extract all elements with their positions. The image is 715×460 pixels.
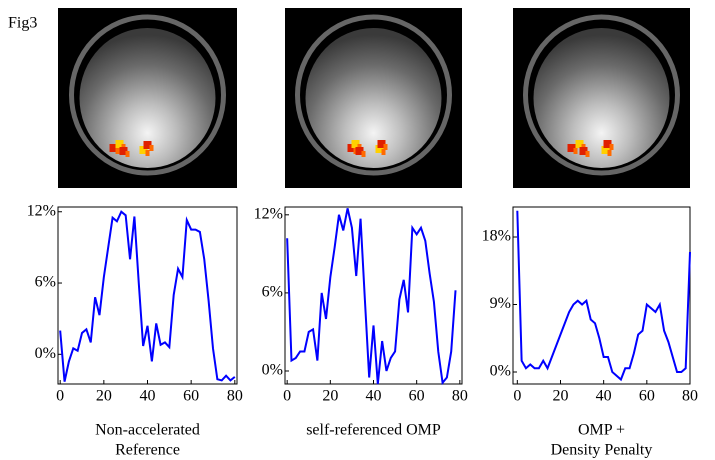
- x-tick-label: 0: [56, 388, 64, 405]
- x-tick-label: 60: [409, 388, 425, 405]
- y-tick-label: 12%: [27, 202, 56, 219]
- y-tick-label: 6%: [35, 274, 56, 291]
- x-tick-label: 60: [639, 388, 655, 405]
- activation: [567, 144, 576, 152]
- plot-frame: [57, 206, 238, 385]
- activation: [575, 140, 584, 148]
- brain-image: [285, 8, 462, 188]
- plot-frame: [512, 206, 691, 385]
- x-tick-label: 60: [183, 388, 199, 405]
- x-tick-label: 20: [552, 388, 568, 405]
- x-tick-label: 0: [513, 388, 521, 405]
- activation: [351, 140, 360, 148]
- y-tick-label: 0%: [490, 363, 511, 380]
- activation: [585, 151, 590, 157]
- activation: [109, 144, 118, 152]
- activation: [381, 149, 386, 155]
- brain-tissue: [305, 28, 442, 168]
- activation: [607, 150, 612, 156]
- x-tick-label: 20: [322, 388, 338, 405]
- x-tick-label: 80: [452, 388, 468, 405]
- x-tick-label: 40: [596, 388, 612, 405]
- activation: [579, 147, 588, 155]
- caption: self-referenced OMP: [306, 422, 441, 439]
- caption: Reference: [115, 442, 180, 459]
- activation: [143, 141, 152, 149]
- x-tick-label: 80: [682, 388, 698, 405]
- skull-ring: [69, 14, 226, 176]
- x-tick-label: 40: [366, 388, 382, 405]
- y-tick-label: 0%: [35, 345, 56, 362]
- plot-frame: [284, 206, 463, 385]
- activation: [125, 151, 130, 157]
- caption: Non-accelerated: [95, 422, 200, 439]
- activation: [115, 140, 124, 148]
- activation: [115, 148, 120, 154]
- activation: [603, 140, 612, 148]
- brain-tissue: [533, 28, 670, 168]
- activation: [601, 146, 610, 154]
- y-tick-label: 0%: [262, 362, 283, 379]
- activation: [361, 151, 366, 157]
- activation: [573, 148, 578, 154]
- activation: [119, 147, 128, 155]
- caption: OMP +: [578, 422, 625, 439]
- y-tick-label: 6%: [262, 284, 283, 301]
- activation: [139, 146, 148, 154]
- activation: [145, 150, 150, 156]
- data-line: [286, 208, 457, 386]
- x-tick-label: 0: [283, 388, 291, 405]
- figure-label: Fig3: [8, 15, 37, 32]
- x-tick-label: 40: [140, 388, 156, 405]
- activation: [375, 145, 384, 153]
- data-line: [516, 210, 691, 382]
- brain-image: [513, 8, 690, 188]
- skull-ring: [295, 14, 452, 176]
- activation: [609, 144, 614, 150]
- activation: [149, 145, 154, 151]
- y-tick-label: 18%: [482, 228, 511, 245]
- caption: Density Penalty: [551, 442, 653, 459]
- activation: [355, 147, 364, 155]
- skull-ring: [523, 14, 680, 176]
- activation: [383, 144, 388, 150]
- x-tick-label: 80: [227, 388, 243, 405]
- y-tick-label: 12%: [254, 205, 283, 222]
- x-tick-label: 20: [96, 388, 112, 405]
- data-line: [59, 210, 236, 382]
- brain-image: [58, 8, 237, 188]
- y-tick-label: 9%: [490, 295, 511, 312]
- activation: [377, 140, 386, 148]
- brain-tissue: [79, 28, 216, 168]
